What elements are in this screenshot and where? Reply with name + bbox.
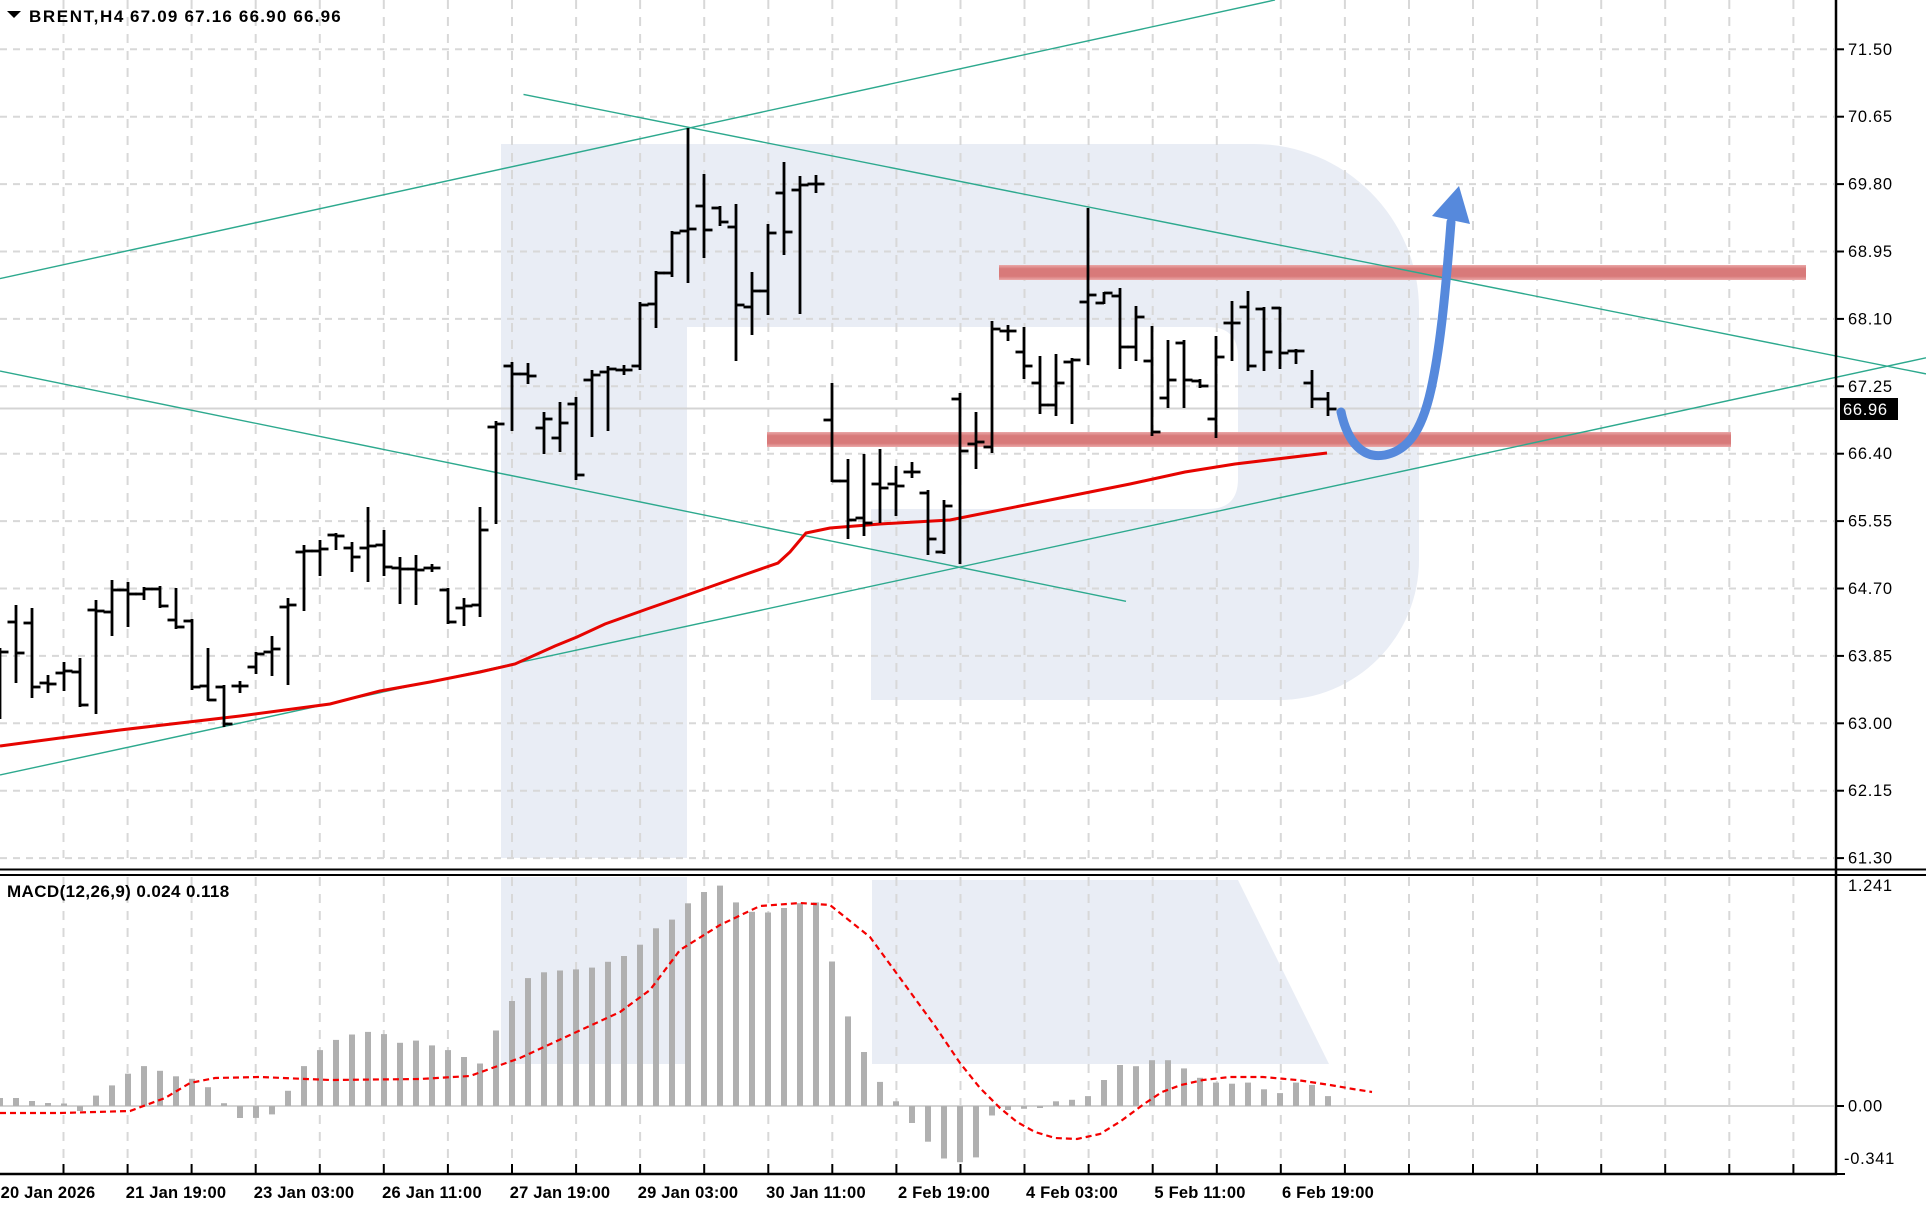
svg-text:30 Jan 11:00: 30 Jan 11:00 [766, 1184, 866, 1202]
svg-text:23 Jan 03:00: 23 Jan 03:00 [254, 1184, 355, 1202]
svg-text:6 Feb 19:00: 6 Feb 19:00 [1282, 1184, 1374, 1202]
svg-text:71.50: 71.50 [1848, 41, 1893, 59]
svg-text:-0.341: -0.341 [1844, 1150, 1895, 1168]
svg-text:66.96: 66.96 [1843, 401, 1888, 419]
svg-text:68.10: 68.10 [1848, 310, 1893, 328]
svg-text:0.00: 0.00 [1848, 1098, 1883, 1116]
svg-text:70.65: 70.65 [1848, 108, 1893, 126]
svg-text:69.80: 69.80 [1848, 176, 1893, 194]
svg-text:61.30: 61.30 [1848, 850, 1893, 868]
svg-text:21 Jan 19:00: 21 Jan 19:00 [126, 1184, 227, 1202]
svg-text:4 Feb 03:00: 4 Feb 03:00 [1026, 1184, 1118, 1202]
svg-text:MACD(12,26,9) 0.024 0.118: MACD(12,26,9) 0.024 0.118 [7, 882, 230, 901]
svg-text:62.15: 62.15 [1848, 782, 1893, 800]
svg-text:64.70: 64.70 [1848, 580, 1893, 598]
svg-text:27 Jan 19:00: 27 Jan 19:00 [510, 1184, 611, 1202]
svg-text:67.25: 67.25 [1848, 378, 1893, 396]
svg-text:67.09 67.16 66.90 66.96: 67.09 67.16 66.90 66.96 [130, 7, 342, 26]
svg-text:29 Jan 03:00: 29 Jan 03:00 [638, 1184, 739, 1202]
svg-text:2 Feb 19:00: 2 Feb 19:00 [898, 1184, 990, 1202]
svg-text:66.40: 66.40 [1848, 445, 1893, 463]
svg-text:5 Feb 11:00: 5 Feb 11:00 [1154, 1184, 1245, 1202]
svg-text:65.55: 65.55 [1848, 513, 1893, 531]
svg-text:68.95: 68.95 [1848, 243, 1893, 261]
svg-text:1.241: 1.241 [1848, 877, 1893, 895]
svg-text:BRENT,H4: BRENT,H4 [29, 7, 125, 26]
svg-text:20 Jan 2026: 20 Jan 2026 [1, 1184, 96, 1202]
svg-text:63.00: 63.00 [1848, 715, 1893, 733]
svg-text:26 Jan 11:00: 26 Jan 11:00 [382, 1184, 482, 1202]
svg-text:63.85: 63.85 [1848, 647, 1893, 665]
